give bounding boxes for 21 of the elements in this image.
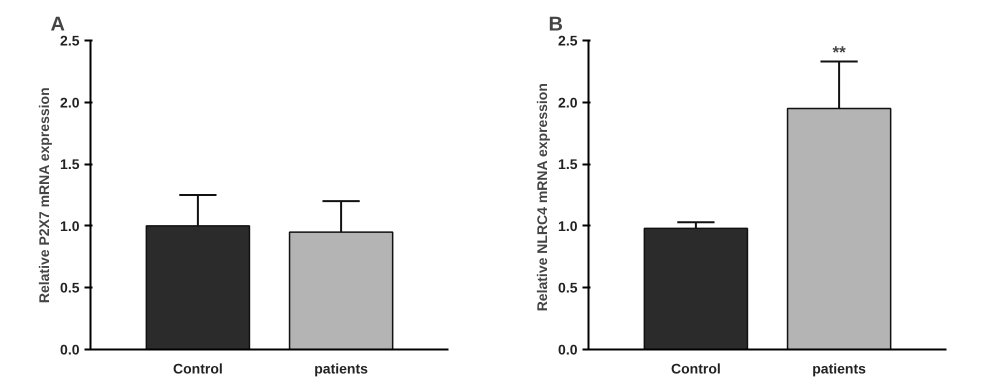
- y-tick-label: 2.5: [558, 32, 578, 48]
- y-axis-title: Relative NLRC4 mRNA expression: [534, 83, 550, 312]
- y-tick-label: 2.0: [60, 94, 80, 110]
- x-tick-label: patients: [812, 360, 866, 376]
- y-tick-label: 2.5: [60, 32, 80, 48]
- x-tick-label: patients: [314, 360, 368, 376]
- y-tick-label: 0.0: [60, 342, 80, 358]
- y-tick-label: 1.0: [60, 218, 80, 234]
- y-tick-label: 2.0: [558, 94, 578, 110]
- x-tick-label: Control: [173, 360, 223, 376]
- y-tick-label: 1.5: [60, 156, 80, 172]
- chart-title: A: [50, 14, 65, 36]
- chart-title: B: [548, 14, 563, 36]
- y-tick-label: 1.5: [558, 156, 578, 172]
- annotation: **: [832, 43, 846, 62]
- y-tick-label: 0.5: [558, 280, 578, 296]
- y-tick-label: 1.0: [558, 218, 578, 234]
- y-tick-label: 0.0: [558, 342, 578, 358]
- y-tick-label: 0.5: [60, 280, 80, 296]
- y-axis-title: Relative P2X7 mRNA expression: [36, 87, 52, 304]
- x-tick-label: Control: [671, 360, 721, 376]
